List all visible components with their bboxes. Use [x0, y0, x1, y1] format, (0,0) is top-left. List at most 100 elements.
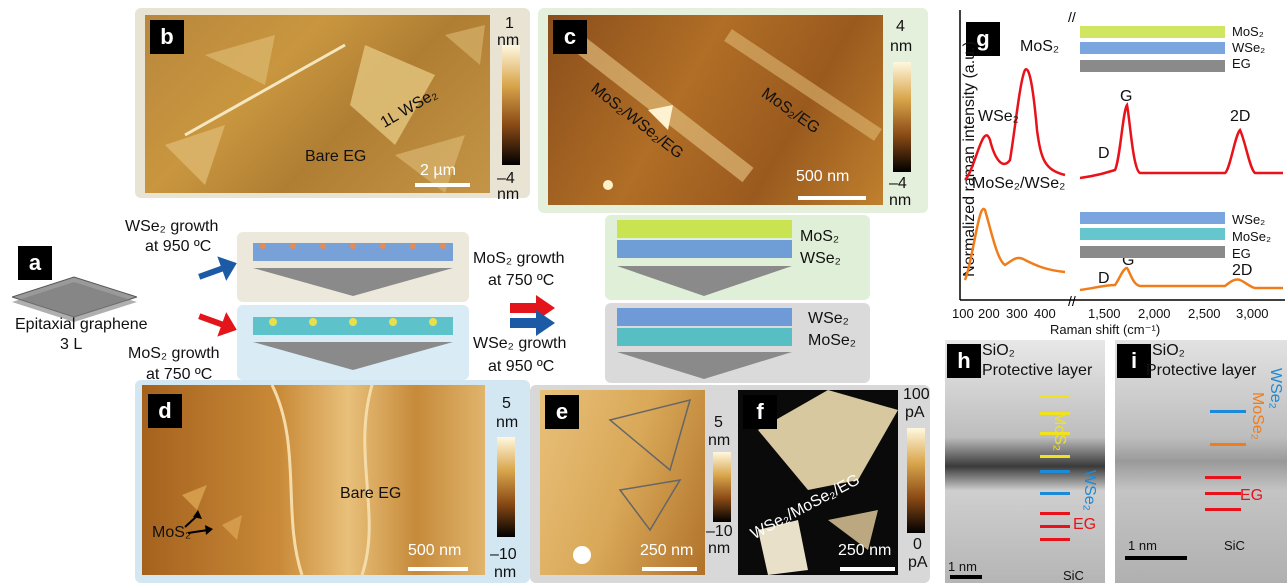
panel-i-eg-label: EG: [1240, 487, 1264, 504]
mose2-wse2-label: MoSe₂/WSe₂: [972, 175, 1066, 192]
panel-b-afm-image: [145, 15, 490, 193]
mid-mos2-growth-label-2: at 750 ºC: [488, 272, 555, 289]
mos2-growth-label-1: MoS₂ growth: [128, 345, 220, 362]
panel-h-protective: Protective layer: [982, 362, 1093, 379]
graphene-substrate-svg: [12, 276, 137, 322]
i-wse2-line: [1210, 410, 1246, 413]
wse2-growth-label-1: WSe₂ growth: [125, 218, 219, 235]
red-arrow-icon: [198, 312, 237, 337]
panel-i-tem-image: [1115, 340, 1287, 583]
peak-g-top: G: [1120, 88, 1133, 105]
panel-c-flakes-svg: [562, 27, 882, 190]
panel-b-cbar-top: 1: [505, 15, 514, 32]
panel-b-scale-label: 2 µm: [420, 162, 456, 179]
h-mos2-line-4: [1040, 455, 1070, 458]
svg-text://: //: [1068, 10, 1076, 25]
panel-g-xlabel: Raman shift (cm⁻¹): [1050, 322, 1161, 337]
panel-e-cbar-top: 5: [714, 414, 723, 431]
panel-h-tem-image: [945, 340, 1105, 583]
panel-b-cbar-bot: –4: [497, 170, 515, 187]
panel-c-cbar-top-unit: nm: [890, 38, 913, 55]
mid-wse2-growth-label-2: at 950 ºC: [488, 358, 555, 375]
panel-d-scalebar: [408, 567, 468, 571]
substrate-label-2: 3 L: [60, 336, 83, 353]
panel-e-cbar-top-unit: nm: [708, 432, 731, 449]
i-eg-line-3: [1205, 508, 1241, 511]
wse2-on-eg-stack-svg: [253, 243, 453, 296]
panel-i-mose2-label: MoSe₂: [1249, 392, 1266, 441]
panel-d-terraces-svg: [182, 385, 374, 575]
panel-d-scale-label: 500 nm: [408, 542, 462, 559]
red-right-arrow-icon: [510, 295, 555, 321]
panel-c-afm-image: [548, 15, 883, 205]
i-eg-line-1: [1205, 476, 1241, 479]
panel-e-scalebar: [642, 567, 697, 571]
panel-h-sio2: SiO₂: [982, 342, 1015, 359]
h-wse2-line-2: [1040, 492, 1070, 495]
panel-f-cbar-bot-unit: pA: [908, 554, 928, 571]
panel-i-protective: Protective layer: [1146, 362, 1257, 379]
tick-3000: 3,000: [1236, 306, 1269, 321]
panel-f-scale-label: 250 nm: [838, 542, 892, 559]
panel-c-cbar-bot: –4: [889, 175, 907, 192]
panel-b-cbar-bot-unit: nm: [497, 186, 520, 203]
panel-d-bare-eg-label: Bare EG: [340, 485, 402, 502]
panel-d-cbar-bot-unit: nm: [494, 564, 517, 581]
peak-wse2-label: WSe₂: [978, 108, 1019, 125]
panel-b-cbar-top-unit: nm: [497, 32, 520, 49]
panel-f-scalebar: [840, 567, 895, 571]
legend-bot-eg: EG: [1232, 246, 1251, 261]
substrate-label-1: Epitaxial graphene: [15, 316, 148, 333]
peak-d-top: D: [1098, 145, 1110, 162]
blue-right-arrow-icon: [510, 310, 555, 336]
panel-b-scalebar: [415, 183, 470, 187]
wse2-mose2-eg-stack-svg: [617, 308, 792, 379]
panel-e-cbar-bot: –10: [706, 523, 733, 540]
stack-top-wse2: WSe₂: [800, 250, 841, 267]
panel-h-scalebar: [950, 575, 982, 579]
panel-d-arrows-svg: [184, 510, 213, 535]
peak-d-bot: D: [1098, 270, 1110, 287]
panel-f-flakes-svg: [758, 390, 898, 575]
tick-1500: 1,500: [1088, 306, 1121, 321]
mos2-growth-label-2: at 750 ºC: [146, 366, 213, 383]
h-eg-line-3: [1040, 538, 1070, 541]
svg-text://: //: [1068, 293, 1076, 309]
panel-b-letter: b: [150, 20, 184, 54]
wse2-flakes-svg: [165, 25, 485, 193]
panel-i-letter: i: [1117, 344, 1151, 378]
panel-e-cbar-bot-unit: nm: [708, 540, 731, 557]
legend-bot-stack-svg: [1080, 212, 1225, 258]
legend-top-stack-svg: [1080, 26, 1225, 72]
tick-400: 400: [1034, 306, 1056, 321]
tick-2500: 2,500: [1188, 306, 1221, 321]
peak-mos2-label: MoS₂: [1020, 38, 1060, 55]
panel-h-letter: h: [947, 344, 981, 378]
panel-i-scale-label: 1 nm: [1128, 538, 1157, 553]
panel-g-raman-plot: // //: [959, 10, 1285, 309]
mos2-on-eg-stack-svg: [253, 317, 453, 370]
peak-2d-top: 2D: [1230, 108, 1251, 125]
legend-top-mos2: MoS₂: [1232, 24, 1264, 39]
stack-bot-mose2: MoSe₂: [808, 332, 857, 349]
panel-e-colorbar: [713, 452, 731, 522]
legend-top-wse2: WSe₂: [1232, 40, 1266, 55]
panel-f-cbar-bot: 0: [913, 536, 922, 553]
blue-arrow-icon: [198, 256, 237, 281]
panel-h-wse2-label: WSe₂: [1081, 470, 1098, 511]
panel-i-scalebar: [1125, 556, 1187, 560]
tick-100: 100: [952, 306, 974, 321]
panel-d-mos2-label: MoS₂: [152, 524, 192, 541]
peak-2d-bot: 2D: [1232, 262, 1253, 279]
mos2-wse2-eg-stack-svg: [617, 220, 792, 296]
panel-c-cbar-bot-unit: nm: [889, 192, 912, 209]
panel-f-cbar-top-unit: pA: [905, 404, 925, 421]
panel-e-letter: e: [545, 395, 579, 429]
panel-c-letter: c: [553, 20, 587, 54]
panel-c-scale-label: 500 nm: [796, 168, 850, 185]
mid-wse2-growth-label-1: WSe₂ growth: [473, 335, 567, 352]
legend-bot-wse2: WSe₂: [1232, 212, 1266, 227]
tick-300: 300: [1006, 306, 1028, 321]
stack-top-mos2: MoS₂: [800, 228, 840, 245]
panel-c-colorbar: [893, 62, 911, 172]
